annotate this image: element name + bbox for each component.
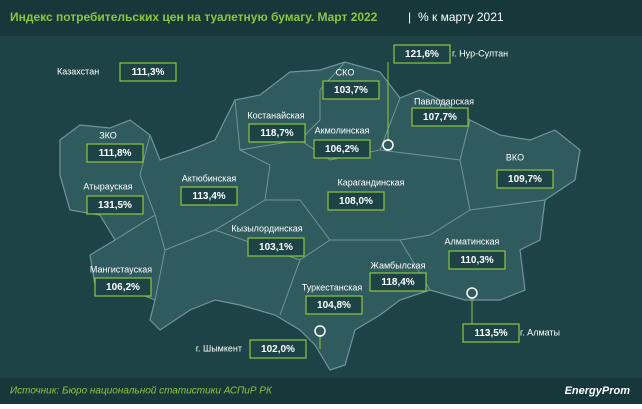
value-label: 103,7% bbox=[334, 85, 368, 96]
region-name: Павлодарская bbox=[414, 96, 474, 106]
value-box bbox=[119, 62, 177, 82]
value-box bbox=[462, 323, 520, 343]
value-label: 103,1% bbox=[259, 242, 293, 253]
region-name: Туркестанская bbox=[302, 282, 363, 292]
value-label: 111,8% bbox=[99, 148, 132, 159]
value-label: 104,8% bbox=[317, 300, 351, 311]
region-name: г. Алматы bbox=[520, 327, 560, 337]
region-name: Акмолинская bbox=[315, 125, 370, 135]
value-box bbox=[248, 123, 306, 143]
city-marker bbox=[466, 287, 478, 299]
value-label: 106,2% bbox=[106, 282, 140, 293]
region-name: Кызылординская bbox=[231, 223, 302, 233]
value-label: 109,7% bbox=[508, 174, 542, 185]
region-name: Атырауская bbox=[83, 181, 132, 191]
value-box bbox=[327, 191, 385, 211]
value-label: 131,5% bbox=[98, 200, 132, 211]
region-name: г. Шымкент bbox=[196, 343, 242, 353]
value-box bbox=[411, 107, 469, 127]
value-label: 118,4% bbox=[381, 277, 414, 288]
region-name: Жамбылская bbox=[371, 260, 426, 270]
value-box bbox=[249, 339, 307, 359]
region-name: ЗКО bbox=[99, 130, 117, 140]
header-bar bbox=[0, 0, 642, 36]
value-box bbox=[448, 250, 506, 270]
region-name: Алматинская bbox=[445, 236, 500, 246]
value-label: 107,7% bbox=[423, 112, 457, 123]
value-box bbox=[313, 139, 371, 159]
value-label: 113,5% bbox=[474, 328, 507, 339]
value-label: 110,3% bbox=[460, 255, 493, 266]
country-outline bbox=[59, 61, 581, 371]
value-box bbox=[94, 277, 152, 297]
country-name: Казахстан bbox=[57, 66, 99, 76]
region-name: Костанайская bbox=[247, 110, 304, 120]
value-box bbox=[247, 237, 305, 257]
separator: | bbox=[408, 10, 411, 24]
value-label: 108,0% bbox=[339, 196, 373, 207]
region-name: Актюбинская bbox=[182, 173, 237, 183]
value-label: 111,3% bbox=[132, 67, 165, 78]
source: Источник: Бюро национальной статистики А… bbox=[10, 386, 273, 397]
value-box bbox=[86, 143, 144, 163]
value-label: 121,6% bbox=[405, 49, 439, 60]
value-label: 102,0% bbox=[261, 344, 295, 355]
city-marker bbox=[314, 325, 326, 337]
value-box bbox=[393, 44, 451, 64]
value-box bbox=[322, 80, 380, 100]
value-box bbox=[180, 186, 238, 206]
value-label: 118,7% bbox=[260, 128, 293, 139]
value-box bbox=[305, 295, 363, 315]
value-box bbox=[369, 272, 427, 292]
region-name: ВКО bbox=[506, 152, 524, 162]
value-box bbox=[496, 169, 554, 189]
region-name: г. Нур-Султан bbox=[452, 48, 508, 58]
city-marker bbox=[382, 139, 394, 151]
value-box bbox=[86, 195, 144, 215]
value-label: 106,2% bbox=[325, 144, 359, 155]
unit: % к марту 2021 bbox=[418, 10, 504, 24]
region-name: Карагандинская bbox=[337, 177, 404, 187]
region-name: СКО bbox=[336, 67, 355, 77]
region-name: Мангистауская bbox=[90, 264, 152, 274]
logo: EnergyProm bbox=[565, 385, 631, 397]
value-label: 113,4% bbox=[192, 191, 225, 202]
title: Индекс потребительских цен на туалетную … bbox=[10, 10, 378, 24]
footer-bar bbox=[0, 378, 642, 404]
